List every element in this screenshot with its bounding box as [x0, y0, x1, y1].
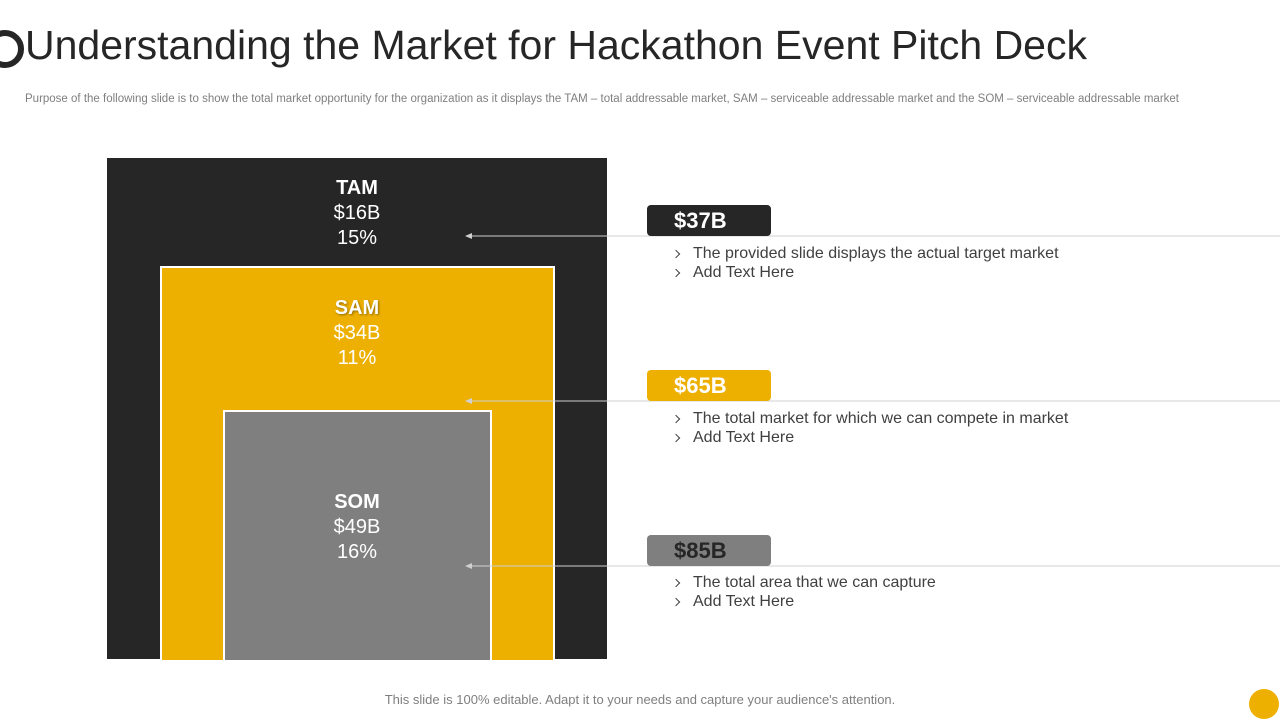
- bullet: The total market for which we can compet…: [693, 410, 1069, 427]
- corner-dot: [1249, 689, 1279, 719]
- som-box: [223, 410, 492, 660]
- subtitle: Purpose of the following slide is to sho…: [25, 93, 1179, 105]
- market-value: $34B: [333, 322, 381, 344]
- market-name: SAM: [334, 297, 380, 319]
- sam-label: SAM $34B 11%: [257, 296, 457, 371]
- bullet: The total area that we can capture: [693, 574, 936, 591]
- bullet: The provided slide displays the actual t…: [693, 245, 1059, 262]
- arrow-head: [465, 398, 472, 404]
- callout-badge: $37B: [647, 205, 771, 236]
- market-share: 15%: [336, 227, 378, 249]
- market-value: $16B: [333, 202, 381, 224]
- tam-label: TAM $16B 15%: [257, 176, 457, 251]
- callout-badge: $85B: [647, 535, 771, 566]
- market-name: TAM: [336, 177, 378, 199]
- market-share: 16%: [336, 541, 378, 563]
- market-value: $49B: [333, 516, 381, 538]
- bullet: Add Text Here: [693, 264, 795, 281]
- som-label: SOM $49B 16%: [257, 490, 457, 565]
- title-ring: [0, 30, 24, 68]
- arrow-head: [465, 563, 472, 569]
- bullet: Add Text Here: [693, 429, 795, 446]
- arrow-head: [465, 233, 472, 239]
- market-share: 11%: [337, 347, 377, 369]
- title: Understanding the Market for Hackathon E…: [25, 22, 1087, 68]
- market-name: SOM: [334, 491, 380, 513]
- footer: This slide is 100% editable. Adapt it to…: [384, 692, 896, 707]
- callout-badge: $65B: [647, 370, 771, 401]
- bullet: Add Text Here: [693, 593, 795, 610]
